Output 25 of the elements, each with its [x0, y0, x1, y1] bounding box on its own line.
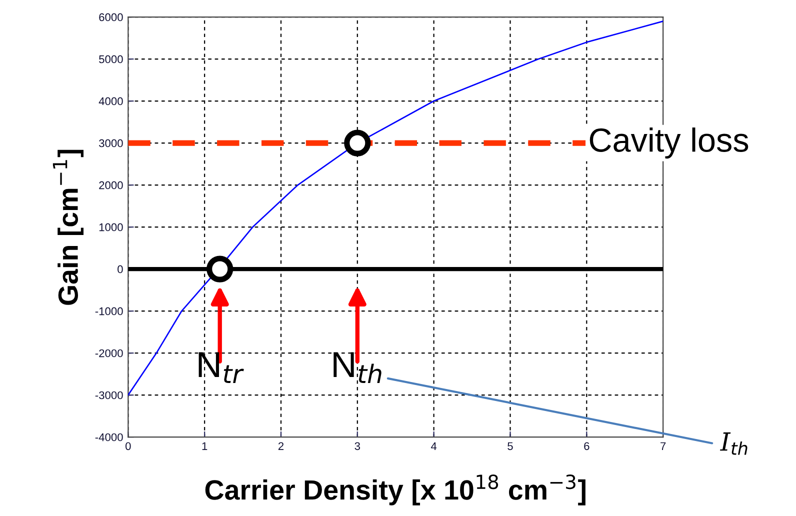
x-tick-label: 2: [278, 442, 284, 450]
y-tick-label: 2000: [99, 181, 123, 190]
x-tick-label: 0: [126, 442, 131, 450]
annotation: N$_{tr}$: [198, 352, 244, 383]
y-tick-label: 0: [118, 265, 123, 274]
y-tick-label: 1000: [99, 223, 123, 232]
y-tick-label: 5000: [99, 55, 123, 64]
x-tick-label: 3: [354, 442, 360, 450]
y-tick-label: 6000: [99, 13, 123, 22]
x-tick-label: 5: [508, 442, 513, 450]
y-tick-label: 3000: [99, 139, 123, 148]
y-axis-title: Gain [cm$^{−1}$]: [52, 150, 84, 305]
annotation: N$_{th}$: [334, 352, 382, 383]
y-tick-label: -1000: [95, 307, 123, 316]
y-tick-label: 4000: [98, 97, 123, 106]
text: I$_{th}$: [720, 432, 748, 455]
y-tick-label: -4000: [95, 433, 123, 442]
x-tick-label: 4: [430, 442, 437, 450]
x-axis-title: Carrier Density [x 10$^{18}$ cm$^{−3}$]: [205, 474, 586, 506]
x-tick-label: 7: [660, 442, 666, 450]
y-tick-label: -2000: [95, 349, 123, 358]
y-tick-label: -3000: [95, 391, 123, 400]
x-tick-label: 1: [202, 442, 208, 450]
ref-line-label: Cavity loss: [590, 128, 748, 159]
x-tick-label: 6: [584, 442, 590, 450]
